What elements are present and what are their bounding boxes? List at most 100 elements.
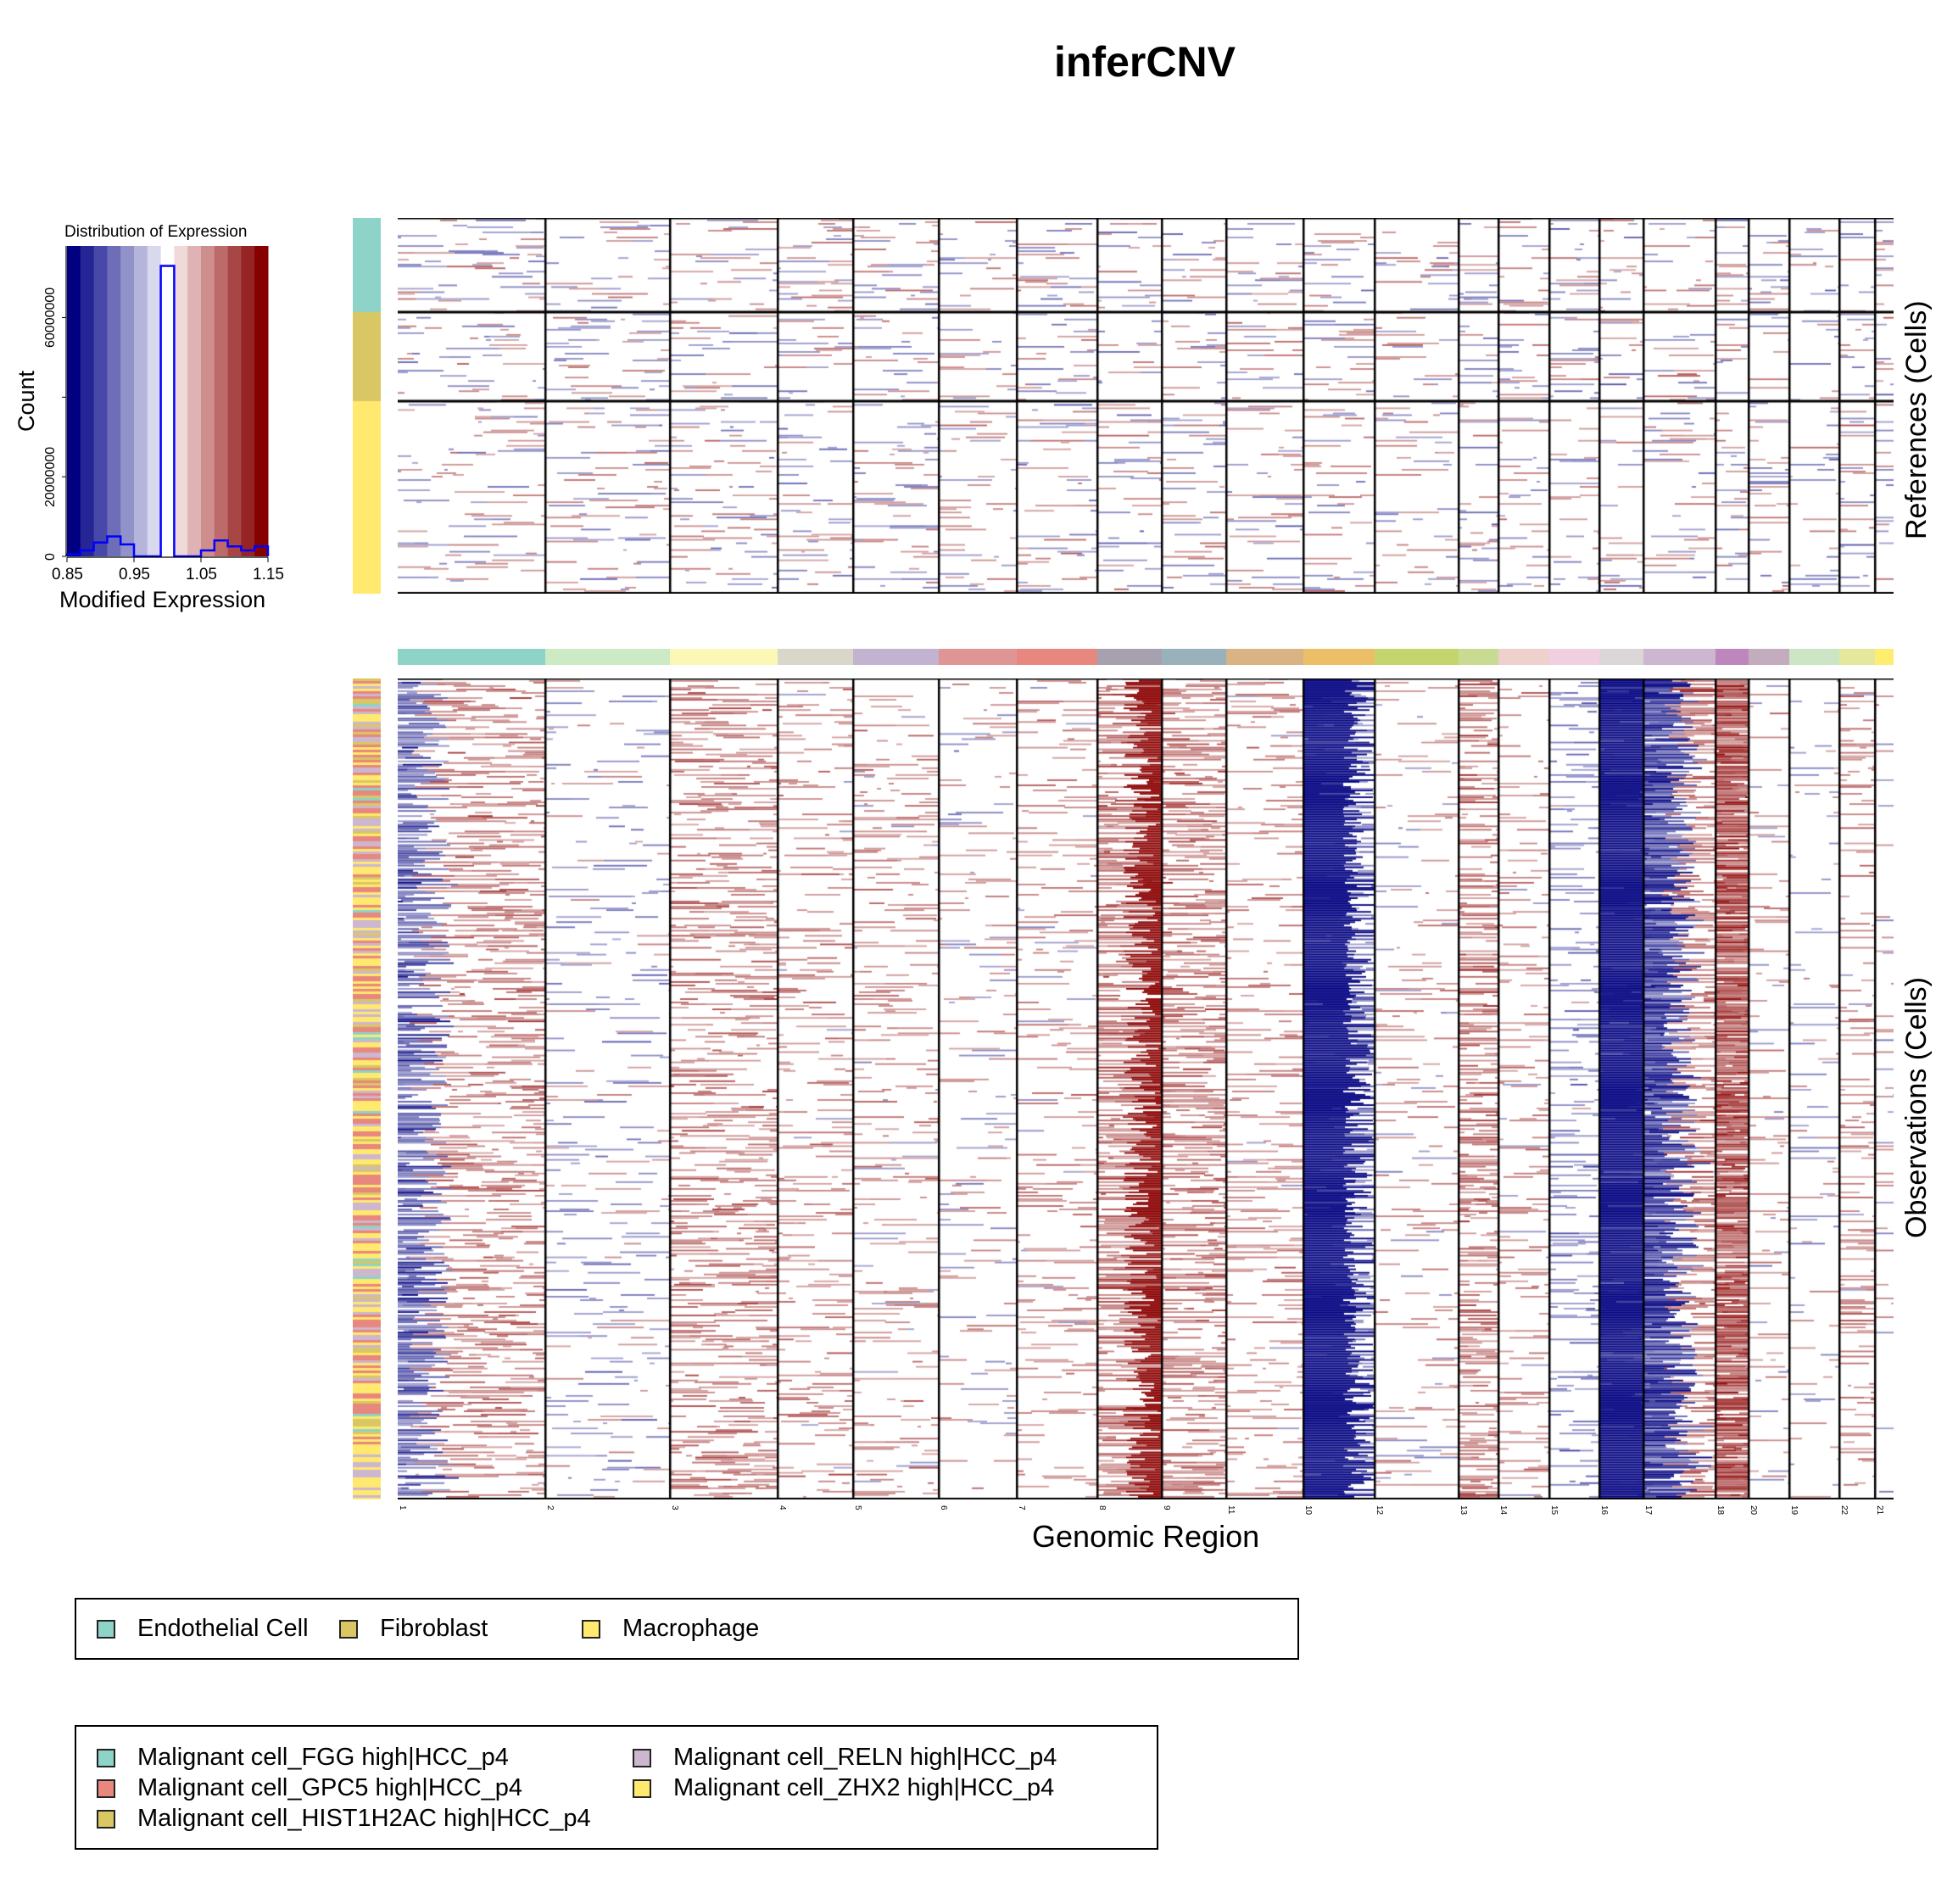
histogram-peak-bar <box>160 265 175 556</box>
legend-swatch <box>97 1778 115 1798</box>
color-key-band <box>174 246 188 556</box>
chromosome-segment-8 <box>1097 649 1162 665</box>
chromosome-segment-20 <box>1749 649 1789 665</box>
histogram-ytick: 20000000 <box>43 446 58 507</box>
chromosome-segment-4 <box>778 649 853 665</box>
color-key-band <box>187 246 202 556</box>
chromosome-segment-19 <box>1789 649 1839 665</box>
legend-swatch <box>97 1809 115 1829</box>
chromosome-segment-11 <box>1226 649 1303 665</box>
color-key-band <box>227 246 242 556</box>
chromosome-segment-1 <box>398 649 545 665</box>
color-key-band <box>147 246 162 556</box>
color-key-band <box>93 246 108 556</box>
legend-swatch <box>97 1619 115 1639</box>
chromosome-segment-5 <box>853 649 939 665</box>
chromosome-segment-6 <box>939 649 1017 665</box>
legend-label: Malignant cell_ZHX2 high|HCC_p4 <box>673 1774 1055 1801</box>
chromosome-segment-2 <box>545 649 670 665</box>
legend-item-gpc5: Malignant cell_GPC5 high|HCC_p4 <box>97 1776 522 1801</box>
chromosome-label: 5 <box>853 1505 862 1510</box>
legend-item-macrophage: Macrophage <box>582 1616 759 1641</box>
histogram-xtick: 1.05 <box>186 566 217 583</box>
chromosome-segment-17 <box>1643 649 1715 665</box>
reference-heatmap <box>398 218 1894 594</box>
legend-label: Endothelial Cell <box>137 1615 309 1642</box>
legend-label: Fibroblast <box>380 1615 488 1642</box>
chromosome-label: 1 <box>398 1505 407 1510</box>
chromosome-segment-10 <box>1303 649 1375 665</box>
reference-annotation-bar <box>353 218 381 594</box>
histogram-ylabel: Count <box>14 370 39 432</box>
chromosome-label: 18 <box>1715 1505 1725 1516</box>
chromosome-segment-14 <box>1498 649 1549 665</box>
legend-item-fgg: Malignant cell_FGG high|HCC_p4 <box>97 1745 509 1770</box>
legend-item-fibroblast: Fibroblast <box>339 1616 488 1641</box>
chromosome-label: 19 <box>1789 1505 1799 1516</box>
chromosome-color-bar <box>398 649 1894 665</box>
observation-annotation-bar <box>353 678 381 1499</box>
legend-item-zhx2: Malignant cell_ZHX2 high|HCC_p4 <box>633 1776 1054 1801</box>
references-axis-label: References (Cells) <box>1900 300 1933 539</box>
legend-label: Malignant cell_RELN high|HCC_p4 <box>673 1744 1057 1771</box>
histogram-xtick: 0.85 <box>52 566 83 583</box>
chromosome-segment-18 <box>1715 649 1749 665</box>
chromosome-segment-15 <box>1549 649 1599 665</box>
histogram-outline <box>65 265 270 558</box>
chromosome-label: 4 <box>778 1505 787 1510</box>
chromosome-segment-16 <box>1599 649 1643 665</box>
chromosome-segment-21 <box>1875 649 1894 665</box>
legend-swatch <box>97 1748 115 1767</box>
color-key-band <box>134 246 148 556</box>
chromosome-label: 20 <box>1749 1505 1758 1516</box>
color-key-band <box>214 246 229 556</box>
chromosome-label: 6 <box>939 1505 948 1510</box>
histogram-xlabel: Modified Expression <box>59 587 266 612</box>
chromosome-segment-7 <box>1017 649 1097 665</box>
legend-label: Malignant cell_GPC5 high|HCC_p4 <box>137 1774 523 1801</box>
legend-item-hist1h2ac: Malignant cell_HIST1H2AC high|HCC_p4 <box>97 1806 591 1831</box>
observation-legend: Malignant cell_FGG high|HCC_p4 Malignant… <box>75 1725 1158 1850</box>
chromosome-label: 14 <box>1498 1505 1508 1516</box>
color-key-band <box>80 246 95 556</box>
histogram-ytick: 0 <box>43 553 58 561</box>
chromosome-label: 22 <box>1839 1505 1849 1516</box>
chromosome-label: 21 <box>1875 1505 1884 1516</box>
color-key-band <box>120 246 135 556</box>
color-key-band <box>107 246 121 556</box>
color-key-band <box>254 246 269 556</box>
legend-item-endothelial: Endothelial Cell <box>97 1616 309 1641</box>
color-key-band <box>67 246 81 556</box>
legend-swatch <box>582 1619 600 1639</box>
color-key-band <box>241 246 255 556</box>
legend-item-reln: Malignant cell_RELN high|HCC_p4 <box>633 1745 1057 1770</box>
chromosome-label: 16 <box>1599 1505 1609 1516</box>
legend-label: Malignant cell_HIST1H2AC high|HCC_p4 <box>137 1805 591 1832</box>
legend-label: Malignant cell_FGG high|HCC_p4 <box>137 1744 509 1771</box>
legend-swatch <box>633 1778 651 1798</box>
chromosome-label: 12 <box>1375 1505 1384 1516</box>
chromosome-segment-3 <box>670 649 778 665</box>
expression-histogram <box>62 246 270 562</box>
legend-swatch <box>339 1619 358 1639</box>
observations-axis-label: Observations (Cells) <box>1900 977 1933 1238</box>
reference-legend: Endothelial Cell Fibroblast Macrophage <box>75 1598 1299 1660</box>
chromosome-label: 15 <box>1549 1505 1559 1516</box>
chromosome-label: 13 <box>1459 1505 1468 1516</box>
chromosome-label: 7 <box>1017 1505 1026 1510</box>
chromosome-segment-9 <box>1162 649 1226 665</box>
chromosome-label: 8 <box>1097 1505 1107 1510</box>
histogram-title: Distribution of Expression <box>64 223 248 241</box>
plot-title: inferCNV <box>1054 38 1236 86</box>
histogram-xtick: 1.15 <box>253 566 284 583</box>
legend-label: Macrophage <box>622 1615 760 1642</box>
chromosome-label: 2 <box>545 1505 555 1510</box>
chromosome-label: 11 <box>1226 1505 1236 1515</box>
chromosome-segment-13 <box>1459 649 1498 665</box>
x-axis-label: Genomic Region <box>1032 1519 1260 1554</box>
chromosome-segment-22 <box>1839 649 1875 665</box>
histogram-ytick: 60000000 <box>43 287 58 348</box>
observation-heatmap <box>398 678 1894 1499</box>
legend-swatch <box>633 1748 651 1767</box>
color-key-band <box>201 246 215 556</box>
